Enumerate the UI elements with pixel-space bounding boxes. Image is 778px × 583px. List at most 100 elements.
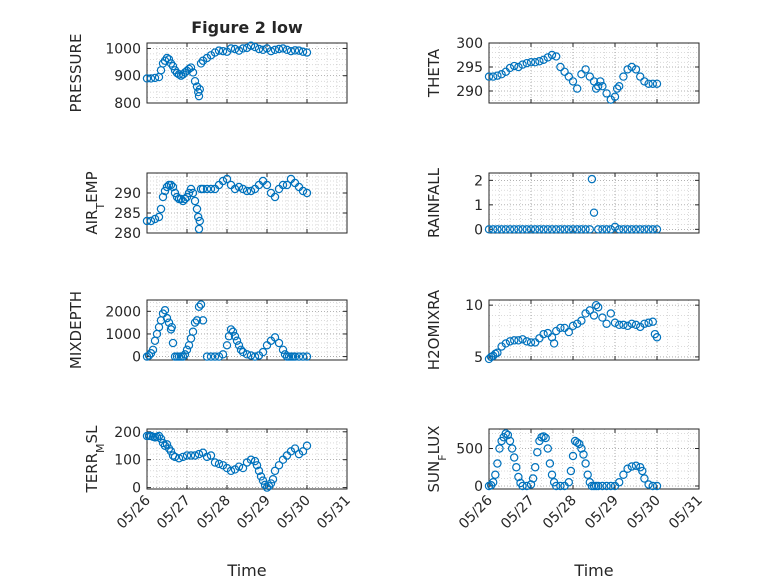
data-point [552,481,561,491]
x-tick-label: 05/30 [624,493,664,533]
data-point [501,429,510,438]
data-point [484,225,494,234]
data-point [290,352,300,361]
data-point [258,476,268,485]
data-point [556,62,565,72]
data-point [644,225,653,234]
y-tick-label: 0 [132,481,141,497]
data-point [585,72,595,81]
x-tick-label: 05/28 [194,493,234,533]
data-point [250,456,260,466]
data-point [168,61,178,71]
y-tick-label: 10 [465,298,483,314]
data-point [162,313,172,323]
data-point [610,318,620,327]
data-point [282,45,292,55]
data-point [174,454,184,463]
data-point [250,42,260,52]
data-point [510,61,519,71]
data-point [623,464,632,473]
data-point [298,447,308,456]
data-point [192,316,202,325]
data-point [606,95,616,104]
data-point [302,441,312,450]
data-point [489,225,498,234]
data-point [150,73,160,83]
data-point [581,225,590,234]
data-point [631,65,641,74]
data-point [528,474,538,483]
data-point [186,184,196,194]
data-point [493,71,502,80]
data-point [526,338,536,347]
data-point [573,225,582,234]
data-point [302,48,312,57]
data-point [577,316,586,325]
data-point [505,337,515,346]
data-point [566,466,576,476]
data-point [522,58,532,68]
data-point [274,338,284,348]
data-point [577,69,586,79]
data-point [290,444,300,453]
y-tick-label: 295 [456,60,483,76]
x-tick-label: 05/26 [114,492,154,532]
x-axis-label: Time [226,561,266,580]
data-point [501,225,510,234]
y-tick-label: 0 [474,222,483,238]
data-point [168,338,178,348]
data-point [167,322,176,332]
data-point [627,319,637,328]
data-point [539,225,548,234]
chart-title: Figure 2 low [191,18,303,37]
data-point [587,174,597,184]
y-tick-label: 1 [474,198,483,214]
data-point [623,65,632,74]
data-point [176,194,186,204]
data-point [533,448,542,457]
data-point [619,225,628,234]
data-point [166,180,176,190]
y-axis-label: RAINFALL [425,167,443,238]
y-tick-label: 1000 [105,327,141,343]
data-point [162,53,172,63]
data-point [652,481,662,491]
x-tick-label: 05/29 [234,493,274,533]
data-point [591,300,601,310]
data-point [238,347,248,357]
data-point [547,50,557,60]
data-point [543,444,553,453]
data-point [198,316,208,325]
data-point [202,184,212,194]
data-point [184,188,194,198]
data-point [602,319,611,328]
data-point [518,335,527,344]
data-point [148,345,158,355]
data-point [514,225,523,234]
data-point [294,352,304,361]
data-point [568,77,578,86]
data-point [560,67,569,77]
data-point [627,225,637,234]
data-point [560,225,569,234]
data-point [589,311,599,320]
data-point [507,444,517,453]
data-point [606,481,616,491]
y-axis-label: AIRTEMP [83,171,107,234]
data-point [598,481,607,491]
y-tick-label: 2000 [105,304,141,320]
data-point [512,463,521,472]
data-point [531,58,540,67]
data-point [636,72,645,81]
data-point [294,46,304,55]
axes-border [146,299,348,361]
data-point [495,444,504,453]
data-point [627,462,637,471]
data-point [302,352,312,361]
data-point [172,192,182,202]
data-point [278,180,288,190]
data-point [142,216,152,226]
data-point [531,463,540,472]
data-point [598,313,607,322]
